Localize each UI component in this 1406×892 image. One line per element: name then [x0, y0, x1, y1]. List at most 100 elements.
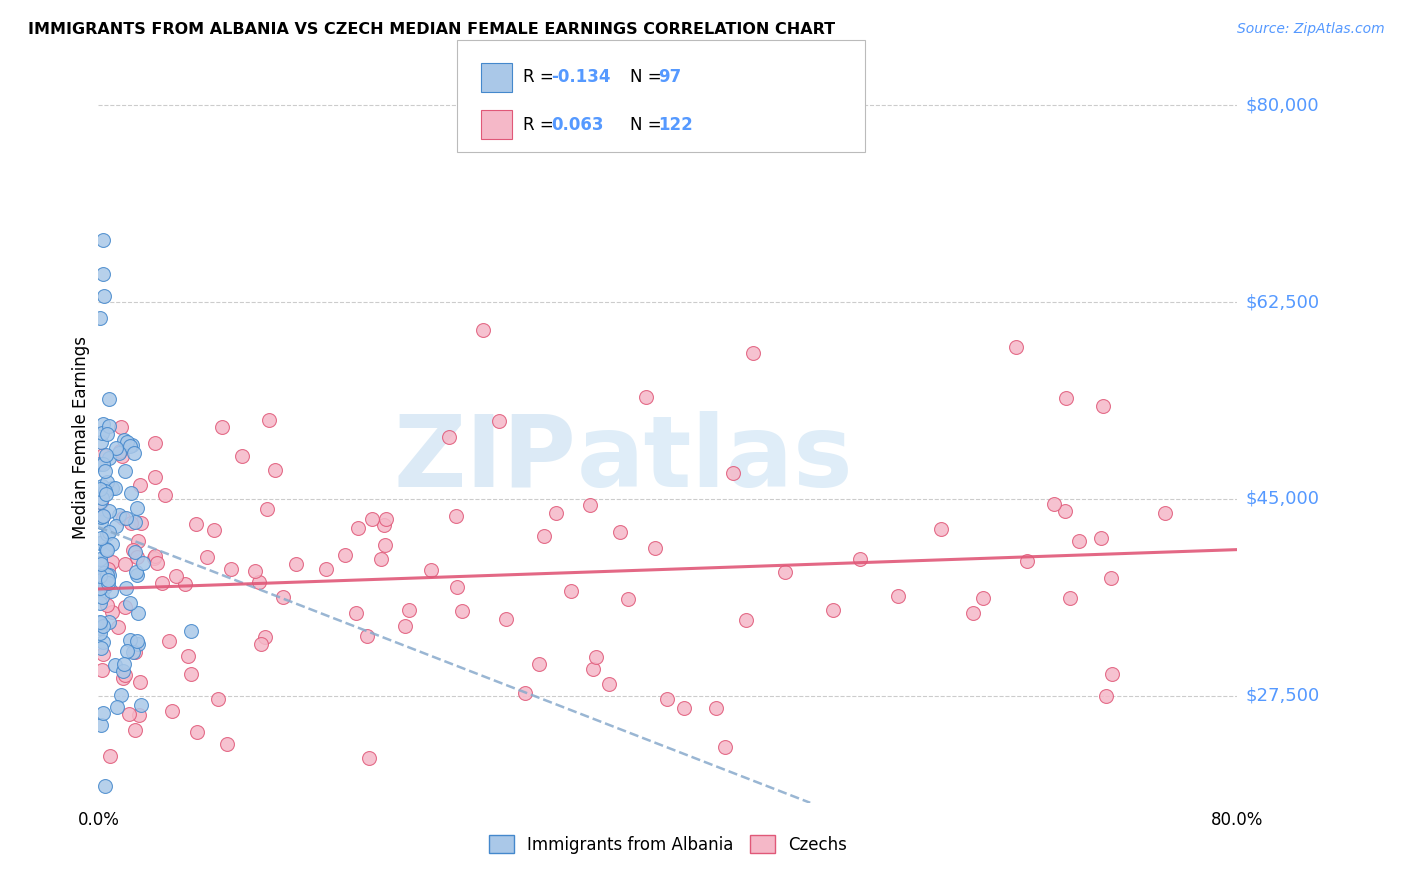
Point: [91, 479, 114, 493]
Point: [704, 700, 727, 714]
Point: [100, 605, 122, 619]
Point: [91, 417, 114, 431]
Point: [145, 435, 167, 450]
Point: [122, 543, 145, 558]
Point: [104, 658, 127, 673]
Point: [127, 633, 149, 648]
Point: [91, 233, 114, 247]
Point: [609, 524, 631, 539]
Text: atlas: atlas: [576, 410, 853, 508]
Point: [89, 625, 111, 640]
Point: [124, 545, 146, 559]
Point: [121, 438, 143, 452]
Point: [101, 555, 124, 569]
Point: [488, 414, 510, 428]
Point: [96, 427, 118, 442]
Point: [96, 598, 118, 612]
Point: [398, 603, 420, 617]
Point: [96, 527, 118, 541]
Point: [112, 511, 135, 525]
Point: [495, 611, 517, 625]
Point: [98, 525, 121, 540]
Point: [582, 662, 605, 676]
Point: [89, 570, 111, 584]
Point: [1059, 591, 1081, 606]
Point: [89, 582, 111, 596]
Point: [284, 558, 307, 572]
Point: [186, 516, 208, 531]
Point: [108, 444, 131, 458]
Point: [114, 600, 136, 615]
Point: [598, 677, 620, 691]
Point: [129, 516, 152, 530]
Point: [360, 512, 382, 526]
Point: [1153, 506, 1175, 520]
Point: [91, 619, 114, 633]
Point: [143, 469, 166, 483]
Point: [104, 481, 127, 495]
Text: -0.134: -0.134: [551, 69, 610, 87]
Point: [972, 591, 994, 605]
Point: [195, 550, 218, 565]
Point: [90, 640, 112, 655]
Point: [471, 323, 494, 337]
Point: [315, 562, 337, 576]
Point: [714, 739, 737, 754]
Point: [271, 590, 294, 604]
Point: [112, 433, 135, 447]
Point: [120, 516, 142, 530]
Point: [90, 495, 112, 509]
Point: [89, 569, 111, 583]
Point: [1091, 399, 1114, 413]
Text: 122: 122: [658, 116, 693, 134]
Point: [93, 566, 115, 581]
Text: 0.063: 0.063: [551, 116, 603, 134]
Point: [823, 603, 845, 617]
Point: [446, 509, 468, 524]
Point: [544, 506, 567, 520]
Point: [125, 568, 148, 582]
Point: [97, 419, 120, 434]
Point: [742, 345, 765, 359]
Point: [94, 483, 117, 498]
Point: [263, 463, 285, 477]
Point: [370, 552, 392, 566]
Point: [160, 704, 183, 718]
Point: [335, 548, 357, 562]
Point: [437, 430, 460, 444]
Point: [89, 585, 111, 599]
Point: [129, 674, 152, 689]
Point: [636, 390, 658, 404]
Point: [97, 504, 120, 518]
Point: [89, 536, 111, 550]
Point: [89, 556, 111, 570]
Point: [962, 606, 984, 620]
Point: [157, 633, 180, 648]
Point: [104, 519, 127, 533]
Point: [124, 645, 146, 659]
Point: [150, 576, 173, 591]
Point: [94, 779, 117, 793]
Point: [247, 575, 270, 590]
Point: [89, 596, 111, 610]
Point: [346, 521, 368, 535]
Point: [91, 664, 114, 678]
Legend: Immigrants from Albania, Czechs: Immigrants from Albania, Czechs: [482, 829, 853, 860]
Point: [108, 446, 131, 460]
Point: [259, 413, 281, 427]
Point: [1054, 504, 1077, 518]
Point: [114, 581, 136, 595]
Point: [114, 464, 136, 478]
Point: [231, 449, 253, 463]
Point: [644, 541, 666, 555]
Point: [114, 668, 136, 682]
Point: [344, 606, 367, 620]
Point: [180, 667, 202, 681]
Point: [107, 508, 129, 522]
Text: ZIP: ZIP: [394, 410, 576, 508]
Point: [120, 486, 142, 500]
Point: [129, 477, 152, 491]
Point: [91, 458, 114, 472]
Point: [394, 618, 416, 632]
Point: [101, 481, 124, 495]
